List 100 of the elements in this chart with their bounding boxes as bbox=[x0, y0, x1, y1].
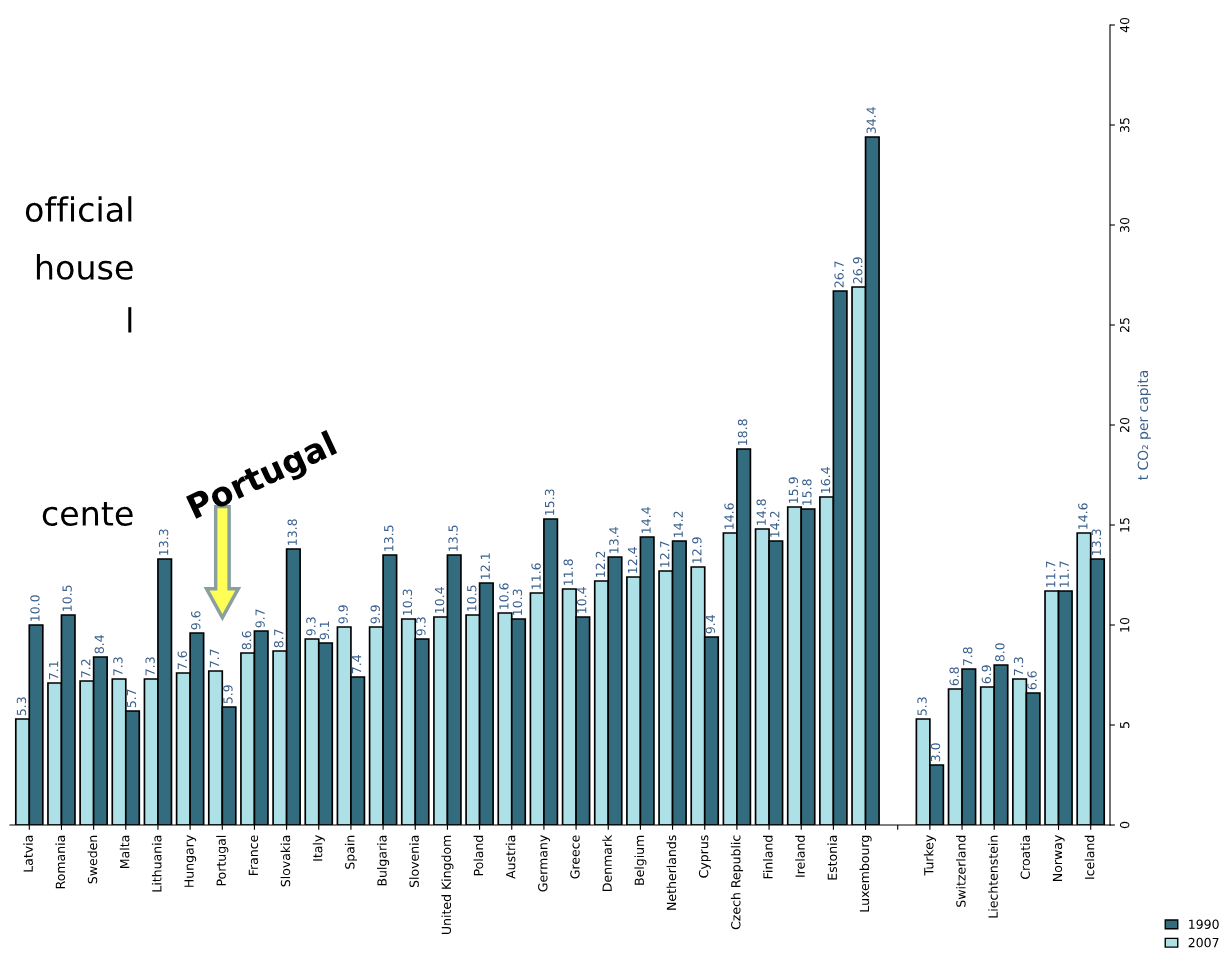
x-tick-label: Malta bbox=[119, 835, 130, 868]
x-tick-label: Switzerland bbox=[956, 835, 966, 907]
data-label: 7.8 bbox=[962, 647, 973, 666]
x-tick-label: Germany bbox=[538, 835, 550, 892]
data-label: 15.8 bbox=[802, 479, 812, 505]
data-label: 13.5 bbox=[384, 525, 394, 551]
data-label: 8.6 bbox=[241, 631, 252, 650]
x-tick-label: Romania bbox=[55, 835, 66, 889]
data-label: 12.4 bbox=[627, 547, 638, 573]
data-label: 7.6 bbox=[177, 651, 187, 670]
data-label: 10.3 bbox=[512, 589, 523, 615]
data-label: 13.3 bbox=[1091, 529, 1102, 555]
annotation: l bbox=[128, 307, 132, 333]
data-label: 14.2 bbox=[673, 511, 683, 537]
data-label: 11.8 bbox=[563, 559, 573, 585]
data-label: 8.4 bbox=[94, 635, 105, 654]
y-tick-label: 35 bbox=[1119, 118, 1130, 132]
data-label: 26.9 bbox=[852, 257, 863, 284]
y-tick-label: 30 bbox=[1119, 217, 1130, 232]
x-tick-label: Iceland bbox=[1084, 835, 1095, 879]
x-tick-label: Norway bbox=[1052, 835, 1065, 881]
x-tick-label: Latvia bbox=[23, 835, 33, 872]
x-tick-label: Croatia bbox=[1020, 835, 1030, 879]
annotation: official bbox=[25, 196, 132, 222]
data-label: 14.6 bbox=[724, 503, 734, 529]
y-tick-label: 15 bbox=[1120, 518, 1130, 532]
y-tick-label: 0 bbox=[1119, 821, 1130, 829]
data-label: 13.3 bbox=[158, 529, 169, 555]
data-label: 7.3 bbox=[1013, 657, 1024, 676]
data-label: 9.3 bbox=[416, 617, 426, 636]
y-tick-label: 5 bbox=[1120, 722, 1130, 729]
data-label: 12.9 bbox=[692, 537, 702, 563]
x-tick-label: Lithuania bbox=[151, 835, 162, 892]
data-label: 11.7 bbox=[1059, 561, 1069, 587]
data-label: 9.6 bbox=[191, 611, 201, 630]
x-tick-label: Sweden bbox=[87, 835, 98, 884]
x-tick-label: Poland bbox=[473, 835, 484, 876]
x-tick-label: Turkey bbox=[923, 835, 936, 876]
data-label: 10.5 bbox=[467, 585, 477, 611]
data-label: 10.5 bbox=[62, 585, 72, 611]
data-label: 5.3 bbox=[917, 697, 927, 716]
data-label: 7.3 bbox=[145, 657, 155, 676]
data-label: 34.4 bbox=[866, 107, 876, 134]
data-label: 26.7 bbox=[834, 261, 844, 288]
x-tick-label: Greece bbox=[570, 835, 580, 879]
data-label: 6.9 bbox=[981, 665, 992, 684]
data-label: 7.4 bbox=[352, 655, 362, 674]
data-label: 10.6 bbox=[499, 583, 509, 609]
legend-label: 1990 bbox=[1189, 919, 1219, 929]
data-label: 10.4 bbox=[434, 587, 445, 613]
x-tick-label: Austria bbox=[505, 835, 516, 879]
data-label: 13.8 bbox=[287, 519, 297, 545]
data-label: 18.8 bbox=[737, 419, 748, 445]
annotation: cente bbox=[42, 502, 133, 526]
x-tick-label: Finland bbox=[763, 835, 773, 879]
data-label: 9.9 bbox=[370, 605, 380, 624]
data-label: 14.6 bbox=[1078, 503, 1088, 529]
x-tick-label: Slovakia bbox=[280, 835, 291, 887]
data-label: 10.3 bbox=[402, 589, 413, 615]
y-tick-label: 40 bbox=[1119, 17, 1130, 33]
x-tick-label: Estonia bbox=[827, 835, 838, 880]
data-label: 5.9 bbox=[223, 685, 233, 704]
data-label: 9.1 bbox=[319, 621, 330, 640]
data-label: 9.9 bbox=[338, 605, 348, 624]
x-tick-label: Netherlands bbox=[666, 835, 677, 910]
y-tick-label: 20 bbox=[1119, 417, 1130, 433]
data-label: 12.7 bbox=[659, 541, 670, 567]
data-label: 16.4 bbox=[820, 467, 831, 493]
data-label: 7.3 bbox=[113, 657, 123, 676]
data-label: 15.9 bbox=[788, 477, 799, 503]
x-tick-label: Liechtenstein bbox=[988, 835, 998, 918]
data-label: 7.2 bbox=[81, 659, 91, 678]
data-label: 15.3 bbox=[544, 489, 555, 515]
x-tick-label: Spain bbox=[344, 835, 357, 869]
annotation: house bbox=[36, 254, 133, 280]
data-label: 11.7 bbox=[1046, 561, 1056, 587]
data-label: 7.7 bbox=[209, 649, 219, 668]
data-label: 10.4 bbox=[577, 587, 587, 613]
data-label: 14.8 bbox=[756, 499, 766, 525]
x-tick-label: Hungary bbox=[184, 835, 197, 887]
x-tick-label: France bbox=[248, 835, 259, 876]
x-tick-label: United Kingdom bbox=[441, 835, 454, 934]
data-label: 13.4 bbox=[609, 527, 619, 553]
data-label: 5.3 bbox=[16, 697, 27, 716]
x-tick-label: Ireland bbox=[795, 835, 805, 877]
x-tick-label: Slovenia bbox=[409, 835, 419, 888]
data-label: 11.6 bbox=[531, 563, 541, 589]
data-label: 3.0 bbox=[930, 743, 941, 762]
x-tick-label: Czech Republic bbox=[730, 835, 743, 930]
data-label: 14.2 bbox=[769, 511, 780, 537]
data-label: 14.4 bbox=[641, 507, 651, 533]
data-label: 10.0 bbox=[30, 595, 40, 621]
x-tick-label: Belgium bbox=[634, 835, 647, 885]
data-label: 9.7 bbox=[255, 609, 265, 628]
data-label: 7.1 bbox=[49, 661, 59, 680]
y-axis-title: t CO₂ per capita bbox=[1137, 370, 1151, 480]
legend-label: 2007 bbox=[1188, 937, 1219, 948]
data-label: 8.7 bbox=[274, 629, 284, 648]
y-tick-label: 10 bbox=[1119, 617, 1130, 632]
x-tick-label: Portugal bbox=[216, 835, 229, 886]
